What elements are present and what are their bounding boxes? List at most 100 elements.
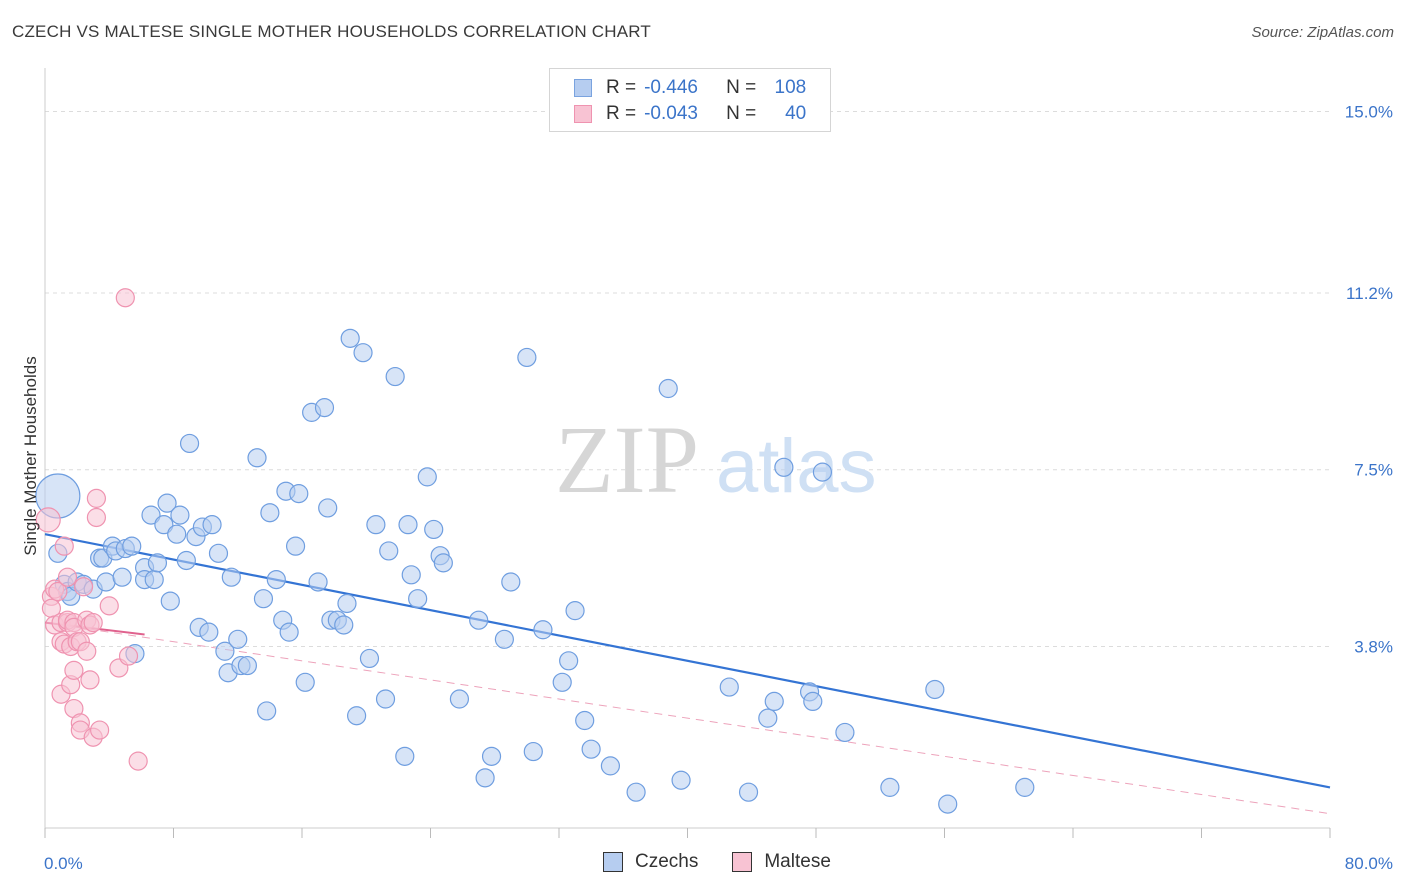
point-czechs: [449, 689, 470, 709]
point-maltese: [86, 488, 107, 508]
point-czechs: [401, 565, 421, 585]
point-czechs: [253, 589, 274, 609]
point-czechs: [247, 448, 267, 468]
point-czechs: [221, 567, 241, 587]
point-maltese: [54, 536, 74, 556]
point-czechs: [147, 553, 168, 573]
x-tick-label: 0.0%: [44, 854, 83, 873]
point-czechs: [469, 610, 489, 630]
point-czechs: [154, 515, 174, 535]
legend-r-value: -0.446: [644, 77, 698, 98]
y-tick-label: 11.2%: [1346, 284, 1393, 303]
point-czechs: [144, 569, 164, 590]
gridlines: [45, 110, 1330, 647]
point-czechs: [167, 524, 187, 544]
point-czechs: [481, 746, 502, 766]
point-czechs: [626, 782, 646, 802]
point-czechs: [938, 794, 958, 814]
point-czechs: [228, 629, 248, 649]
point-maltese: [35, 507, 61, 533]
point-czechs: [774, 457, 794, 477]
point-czechs: [398, 515, 418, 535]
point-czechs: [260, 503, 280, 523]
point-czechs: [758, 708, 778, 728]
point-czechs: [379, 541, 399, 561]
point-maltese: [86, 507, 107, 528]
point-maltese: [64, 660, 84, 680]
point-czechs: [581, 739, 601, 759]
point-czechs: [179, 433, 200, 454]
point-czechs: [202, 515, 222, 535]
x-tick-label: 80.0%: [1345, 854, 1393, 873]
series-swatch-czechs: [603, 852, 623, 872]
chart-title: CZECH VS MALTESE SINGLE MOTHER HOUSEHOLD…: [12, 22, 652, 41]
point-czechs: [237, 655, 257, 676]
point-czechs: [738, 782, 759, 802]
legend-r-value: -0.043: [644, 103, 698, 124]
point-czechs: [347, 706, 367, 726]
point-czechs: [96, 572, 116, 592]
series-swatch-maltese: [732, 852, 753, 872]
point-czechs: [199, 622, 219, 642]
point-czechs: [122, 536, 142, 556]
data-points: [35, 288, 1035, 814]
y-tick-label: 15.0%: [1345, 102, 1393, 121]
point-czechs: [318, 498, 338, 518]
point-czechs: [552, 672, 572, 692]
trend-line-czechs: [44, 533, 1331, 789]
series-legend-maltese[interactable]: Maltese: [732, 851, 831, 873]
point-czechs: [764, 691, 784, 712]
point-maltese: [77, 641, 97, 661]
point-maltese: [99, 596, 119, 616]
point-maltese: [90, 720, 110, 740]
point-czechs: [314, 398, 335, 418]
point-czechs: [257, 701, 277, 721]
point-czechs: [385, 366, 405, 387]
point-czechs: [157, 493, 177, 513]
point-czechs: [353, 343, 373, 363]
correlation-legend: R = -0.446 N = 108 R = -0.043 N = 40: [549, 68, 831, 132]
point-czechs: [433, 553, 453, 573]
point-czechs: [475, 768, 495, 788]
point-czechs: [285, 536, 306, 556]
series-label-czechs: Czechs: [635, 851, 699, 872]
point-czechs: [366, 515, 386, 535]
y-tick-label: 3.8%: [1354, 637, 1393, 656]
source-label: Source: ZipAtlas.com: [1251, 24, 1394, 41]
point-czechs: [803, 691, 823, 712]
legend-n-value: 40: [785, 103, 807, 124]
legend-n-value: 108: [774, 77, 807, 98]
point-maltese: [83, 612, 103, 633]
legend-swatch-czechs: [574, 79, 592, 97]
point-czechs: [559, 651, 579, 671]
point-czechs: [375, 689, 396, 709]
point-czechs: [575, 710, 595, 731]
point-czechs: [215, 641, 235, 661]
point-czechs: [208, 543, 229, 563]
point-czechs: [417, 467, 437, 487]
point-czechs: [494, 629, 514, 649]
y-tick-label: 7.5%: [1354, 461, 1393, 480]
legend-r-label: R =: [606, 77, 637, 98]
y-axis-title: Single Mother Households: [21, 356, 40, 555]
point-maltese: [57, 567, 78, 587]
point-czechs: [160, 591, 180, 611]
point-czechs: [424, 519, 444, 540]
watermark: ZIP atlas: [555, 406, 877, 513]
point-czechs: [141, 505, 161, 525]
point-czechs: [812, 462, 833, 482]
point-czechs: [501, 572, 521, 592]
point-czechs: [340, 328, 360, 348]
series-legend-czechs[interactable]: Czechs: [603, 851, 698, 873]
point-czechs: [533, 620, 553, 640]
point-czechs: [170, 505, 190, 525]
point-maltese: [118, 646, 139, 666]
point-czechs: [671, 770, 691, 790]
point-czechs: [334, 615, 354, 635]
point-czechs: [295, 672, 315, 692]
legend-n-label: N =: [726, 77, 757, 98]
point-czechs: [359, 648, 380, 669]
point-czechs: [395, 746, 415, 766]
series-label-maltese: Maltese: [764, 851, 831, 872]
